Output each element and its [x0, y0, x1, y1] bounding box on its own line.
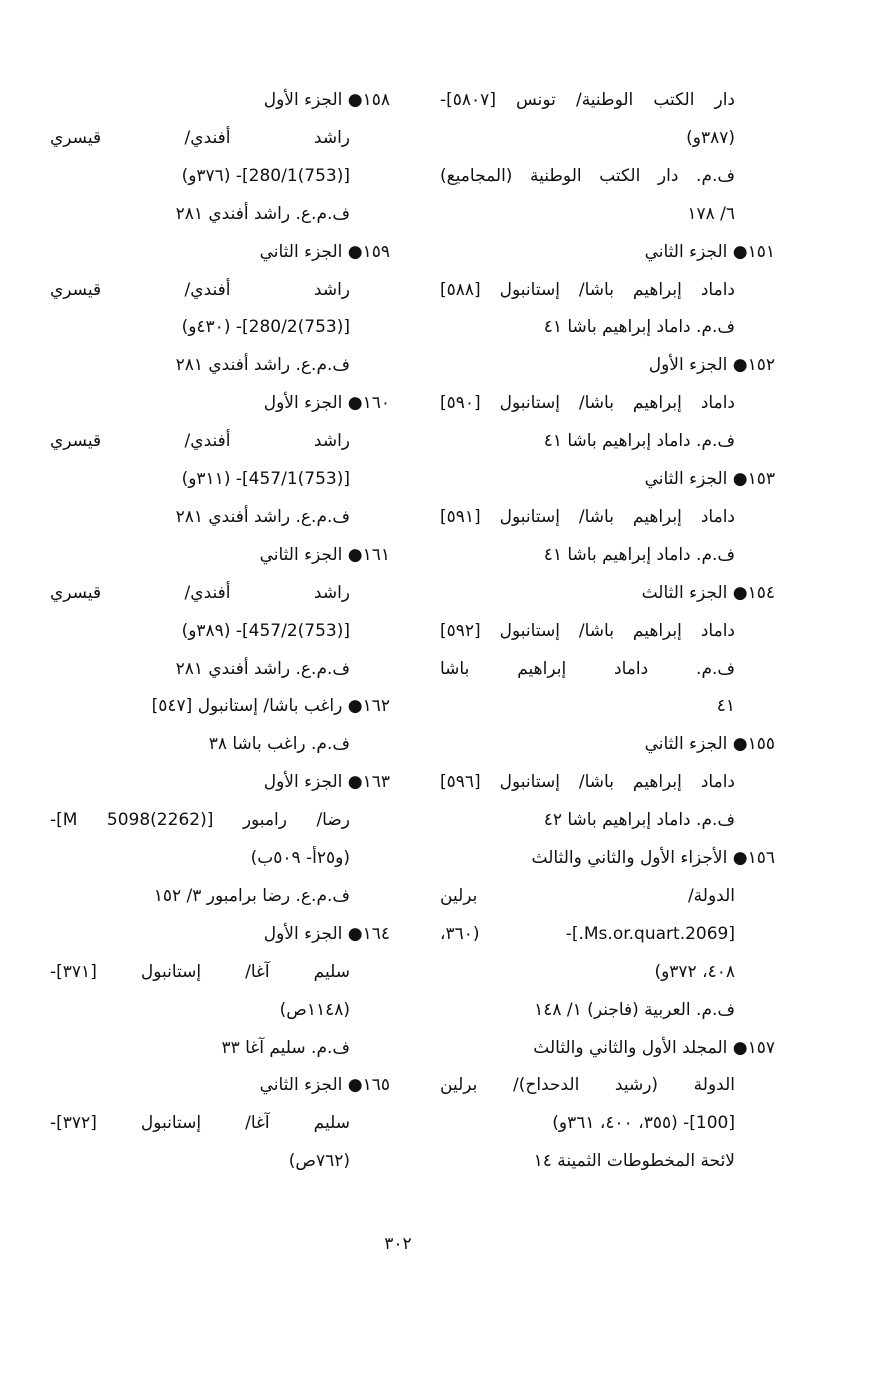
entry-line: ف.م. داماد إبراهيم باشا ٤١: [543, 544, 735, 565]
entry-heading: ١٦١● الجزء الثاني: [259, 544, 390, 565]
entry-line: لائحة المخطوطات الثمينة ١٤: [533, 1151, 735, 1172]
entry-line: ٦/ ١٧٨: [687, 203, 735, 224]
entry-line: داماد إبراهيم باشا/ إستانبول [٥٩٠]: [440, 393, 735, 414]
entry-line: ف.م.ع. رضا برامبور ٣/ ١٥٢: [153, 885, 350, 906]
entry-heading: ١٥٧● المجلد الأول والثاني والثالث: [533, 1037, 775, 1058]
entry-line: ف.م. داماد إبراهيم باشا: [440, 658, 735, 679]
entry-heading: ١٦٥● الجزء الثاني: [259, 1075, 390, 1096]
entry-line: [(753)457/2]- (٣٨٩و): [181, 620, 350, 641]
entry-heading: ١٥٩● الجزء الثاني: [259, 241, 390, 262]
entry-line: ف.م.ع. راشد أفندي ٢٨١: [175, 506, 350, 527]
entry-line: الدولة/ برلين: [440, 885, 735, 906]
entry-line: ف.م. دار الكتب الوطنية (المجاميع): [440, 165, 735, 186]
entry-line: راشد أفندي/ قيسري: [50, 582, 350, 603]
entry-heading: ١٥٦● الأجزاء الأول والثاني والثالث: [531, 848, 775, 868]
entry-line: [(753)280/2]- (٤٣٠و): [181, 317, 350, 338]
entry-line: (٣٨٧و): [686, 127, 735, 148]
entry-line: ف.م.ع. راشد أفندي ٢٨١: [175, 355, 350, 376]
entry-line: (و٢٥أ- ٥٠٩ب): [250, 848, 350, 868]
entry-heading: ١٥٣● الجزء الثاني: [644, 469, 775, 489]
entry-line: ف.م. راغب باشا ٣٨: [208, 734, 350, 755]
entry-line: (١١٤٨ص): [279, 999, 350, 1020]
entry-line: ف.م. داماد إبراهيم باشا ٤١: [543, 317, 735, 338]
entry-line: (٧٦٢ص): [288, 1151, 350, 1172]
entry-line: الدولة (رشيد الدحداح)/ برلين: [440, 1075, 735, 1096]
entry-line: دار الكتب الوطنية/ تونس [٥٨٠٧]-: [440, 90, 735, 110]
entry-line: ف.م. سليم آغا ٣٣: [221, 1037, 350, 1058]
entry-line: سليم آغا/ إستانبول [٣٧١]-: [50, 961, 350, 982]
entry-line: داماد إبراهيم باشا/ إستانبول [٥٩٦]: [440, 772, 735, 793]
entry-heading: ١٥٤● الجزء الثالث: [641, 582, 775, 603]
entry-line: ف.م. العربية (فاجنر) ١/ ١٤٨: [534, 999, 735, 1020]
entry-heading: ١٦٠● الجزء الأول: [263, 393, 390, 414]
entry-heading: ١٥٨● الجزء الأول: [263, 90, 390, 110]
entry-line: ف.م. داماد إبراهيم باشا ٤١: [543, 431, 735, 452]
entry-line: سليم آغا/ إستانبول [٣٧٢]-: [50, 1113, 350, 1134]
entry-line: [100]- (٣٥٥، ٤٠٠، ٣٦١و): [552, 1113, 735, 1134]
entry-line: ف.م.ع. راشد أفندي ٢٨١: [175, 658, 350, 679]
entry-heading: ١٦٢● راغب باشا/ إستانبول [٥٤٧]: [151, 696, 390, 717]
entry-line: داماد إبراهيم باشا/ إستانبول [٥٩٢]: [440, 620, 735, 641]
entry-heading: ١٥١● الجزء الثاني: [644, 241, 775, 262]
entry-line: [Ms.or.quart.2069.]- (٣٦٠،: [440, 923, 735, 944]
entry-line: راشد أفندي/ قيسري: [50, 431, 350, 452]
entry-line: [(753)280/1]- (٣٧٦و): [181, 165, 350, 186]
entry-line: [(753)457/1]- (٣١١و): [181, 469, 350, 489]
entry-line: رضا/ رامبور [M 5098(2262)]-: [50, 810, 350, 831]
entry-line: راشد أفندي/ قيسري: [50, 127, 350, 148]
entry-line: داماد إبراهيم باشا/ إستانبول [٥٩١]: [440, 506, 735, 527]
entry-line: ف.م. داماد إبراهيم باشا ٤٢: [543, 810, 735, 831]
entry-heading: ١٥٢● الجزء الأول: [648, 355, 775, 376]
entry-line: ٤٠٨، ٣٧٢و): [654, 961, 735, 982]
entry-heading: ١٦٣● الجزء الأول: [263, 772, 390, 793]
entry-line: ف.م.ع. راشد أفندي ٢٨١: [175, 203, 350, 224]
entry-heading: ١٦٤● الجزء الأول: [263, 923, 390, 944]
entry-line: ٤١: [716, 696, 735, 717]
entry-heading: ١٥٥● الجزء الثاني: [644, 734, 775, 755]
entry-line: داماد إبراهيم باشا/ إستانبول [٥٨٨]: [440, 279, 735, 300]
entry-line: راشد أفندي/ قيسري: [50, 279, 350, 300]
page-number: ٣٠٢: [384, 1234, 412, 1254]
